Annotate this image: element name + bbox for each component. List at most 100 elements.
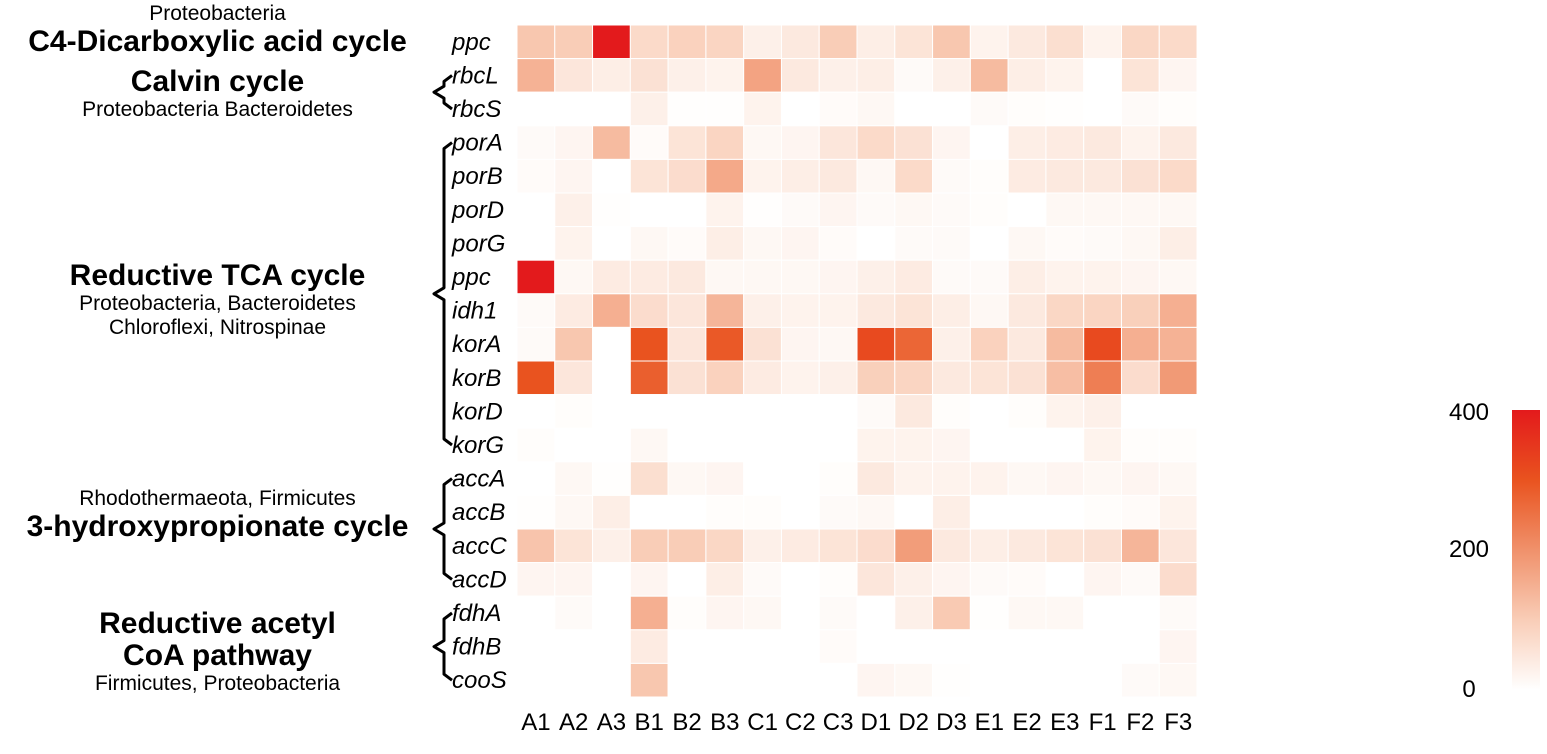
column-label: E3 xyxy=(1050,709,1079,736)
row-label: cooS xyxy=(452,667,507,694)
heatmap-cell xyxy=(592,461,631,496)
heatmap-cell xyxy=(818,394,858,429)
heatmap-cell xyxy=(818,360,858,396)
heatmap-cell xyxy=(1045,629,1085,664)
heatmap-cell xyxy=(743,427,782,463)
heatmap-cell xyxy=(1045,326,1085,362)
heatmap-cell xyxy=(705,91,745,127)
heatmap-cell xyxy=(780,24,820,60)
heatmap-cell xyxy=(969,158,1009,194)
heatmap-cell xyxy=(894,562,934,597)
colorbar-gradient xyxy=(1512,410,1540,690)
heatmap-cell xyxy=(818,24,858,60)
heatmap-cell xyxy=(1083,562,1122,597)
row-label: korG xyxy=(452,432,504,459)
heatmap-cell xyxy=(856,394,896,429)
heatmap-cell xyxy=(1045,427,1085,463)
heatmap-cell xyxy=(1120,562,1160,597)
heatmap-cell xyxy=(554,595,594,631)
heatmap-cell xyxy=(554,461,594,496)
heatmap-cell xyxy=(1120,293,1160,328)
heatmap-cell xyxy=(629,259,669,295)
row-label: porG xyxy=(451,230,505,257)
heatmap-cell xyxy=(780,528,820,564)
heatmap-cell xyxy=(856,293,896,328)
heatmap-cell xyxy=(1158,461,1198,496)
heatmap-cell xyxy=(554,562,594,597)
heatmap-cell xyxy=(592,595,631,631)
heatmap-cell xyxy=(705,293,745,328)
heatmap-cell xyxy=(667,259,707,295)
heatmap-cell xyxy=(969,595,1009,631)
heatmap-cell xyxy=(818,293,858,328)
heatmap-cell xyxy=(856,494,896,530)
heatmap-cell xyxy=(705,158,745,194)
heatmap-cell xyxy=(592,24,631,60)
heatmap-cell xyxy=(1120,58,1160,93)
heatmap-cell xyxy=(780,326,820,362)
heatmap-cell xyxy=(554,226,594,261)
heatmap-cell xyxy=(818,461,858,496)
heatmap-cell xyxy=(743,192,782,228)
heatmap-cell xyxy=(932,58,971,93)
heatmap-cell xyxy=(667,595,707,631)
heatmap-cell xyxy=(705,562,745,597)
heatmap-cell xyxy=(932,192,971,228)
colorbar-tick-label: 0 xyxy=(1462,676,1475,703)
heatmap-cell xyxy=(856,125,896,160)
heatmap-cell xyxy=(818,326,858,362)
heatmap-cell xyxy=(1083,158,1122,194)
heatmap-cell xyxy=(969,125,1009,160)
heatmap-cell xyxy=(592,58,631,93)
heatmap-cell xyxy=(894,125,934,160)
heatmap-cell xyxy=(516,461,556,496)
heatmap-cell xyxy=(743,528,782,564)
heatmap-cell xyxy=(743,494,782,530)
heatmap-cell xyxy=(1083,91,1122,127)
heatmap-cell xyxy=(667,662,707,698)
heatmap-cell xyxy=(856,662,896,698)
heatmap-cell xyxy=(818,125,858,160)
heatmap-cell xyxy=(1045,528,1085,564)
heatmap-cell xyxy=(818,259,858,295)
heatmap-cell xyxy=(818,662,858,698)
heatmap-cell xyxy=(780,562,820,597)
heatmap-cell xyxy=(1120,192,1160,228)
heatmap-cell xyxy=(856,91,896,127)
heatmap-cell xyxy=(969,461,1009,496)
heatmap-cell xyxy=(932,427,971,463)
group-label: Proteobacteria C4-Dicarboxylic acid cycle xyxy=(0,2,435,58)
heatmap-cell xyxy=(818,629,858,664)
heatmap-cell xyxy=(516,360,556,396)
heatmap-cell xyxy=(932,226,971,261)
heatmap-cell xyxy=(705,58,745,93)
group-label: Reductive acetyl CoA pathway Firmicutes, P… xyxy=(0,608,435,696)
heatmap-cell xyxy=(705,326,745,362)
heatmap-cell xyxy=(705,662,745,698)
group-label: Reductive TCA cycle Proteobacteria, Bacte… xyxy=(0,260,435,340)
heatmap-cell xyxy=(516,427,556,463)
heatmap-cell xyxy=(667,528,707,564)
row-label: accB xyxy=(452,499,505,526)
pathway-name: 3-hydroxypropionate cycle xyxy=(26,510,409,543)
heatmap-cell xyxy=(592,562,631,597)
heatmap-cell xyxy=(932,158,971,194)
heatmap-cell xyxy=(894,528,934,564)
heatmap-cell xyxy=(1007,293,1047,328)
heatmap-cell xyxy=(667,562,707,597)
heatmap-cell xyxy=(1083,326,1122,362)
heatmap-cell xyxy=(592,91,631,127)
heatmap-cell xyxy=(856,58,896,93)
heatmap-cell xyxy=(894,58,934,93)
heatmap-cell xyxy=(743,58,782,93)
heatmap-cell xyxy=(894,427,934,463)
heatmap-cell xyxy=(705,494,745,530)
heatmap-cell xyxy=(1045,494,1085,530)
heatmap-cell xyxy=(554,629,594,664)
heatmap-cell xyxy=(856,528,896,564)
heatmap-cell xyxy=(932,293,971,328)
row-label: fdhA xyxy=(452,600,501,627)
column-label: D2 xyxy=(898,709,929,736)
heatmap-cell xyxy=(1120,394,1160,429)
heatmap-cell xyxy=(629,394,669,429)
